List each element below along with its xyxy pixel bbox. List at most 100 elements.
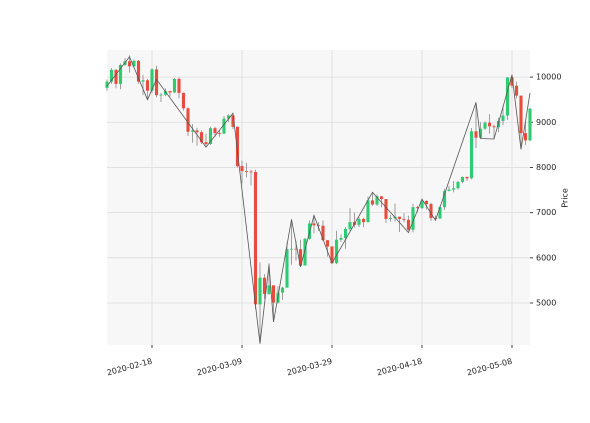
zigzag-line <box>106 55 531 344</box>
candle-body <box>141 80 145 82</box>
candle-body <box>397 216 402 219</box>
candle-body <box>492 126 496 128</box>
candle-body <box>136 60 141 82</box>
candle-body <box>411 207 415 230</box>
candle-body <box>280 287 285 293</box>
candle-body <box>118 64 123 84</box>
candle-body <box>127 61 132 67</box>
candle-body <box>231 115 235 127</box>
candle-body <box>334 239 339 264</box>
plot-area <box>107 50 530 345</box>
candle-body <box>510 77 514 86</box>
candle-body <box>519 95 523 134</box>
candle-body <box>321 225 325 241</box>
candle-body <box>442 190 447 208</box>
candle-body <box>469 131 474 179</box>
candle-body <box>267 285 271 294</box>
candle-body <box>460 176 465 182</box>
candle-body <box>438 207 442 219</box>
candle-body <box>222 118 226 134</box>
x-tick-label: 2020-04-18 <box>376 357 423 378</box>
candle-body <box>163 91 168 95</box>
candle-body <box>204 142 208 144</box>
candle-body <box>487 122 492 127</box>
candle-body <box>172 78 177 93</box>
candle-body <box>262 277 267 294</box>
y-tick-label: 9000 <box>536 118 556 127</box>
candle-body <box>357 218 361 225</box>
candle-body <box>226 115 231 119</box>
candle-body <box>186 108 190 132</box>
candle-body <box>429 204 433 219</box>
candle-body <box>343 228 348 238</box>
y-tick-label: 6000 <box>536 253 556 262</box>
candle-body <box>114 69 118 84</box>
candle-body <box>150 69 154 91</box>
candle-body <box>361 218 366 223</box>
candle-body <box>514 85 519 96</box>
candle-body <box>249 171 253 173</box>
candle-body <box>379 196 384 200</box>
candle-body <box>366 200 370 223</box>
candle-body <box>348 222 352 229</box>
x-tick-label: 2020-02-18 <box>106 357 153 378</box>
candle-body <box>456 181 460 189</box>
candle-body <box>478 128 483 138</box>
candle-body <box>528 108 532 141</box>
candle-body <box>145 80 150 91</box>
candle-body <box>388 218 393 219</box>
candle-body <box>501 115 505 121</box>
candle-body <box>298 249 303 266</box>
candle-body <box>384 199 388 219</box>
candle-body <box>420 200 424 209</box>
candle-body <box>181 92 186 109</box>
candle-body <box>474 131 478 138</box>
candle-body <box>330 246 334 264</box>
x-tick-label: 2020-05-08 <box>466 357 513 378</box>
candle-body <box>109 69 114 82</box>
y-tick-label: 5000 <box>536 298 556 307</box>
candle-body <box>483 122 487 129</box>
candle-body <box>316 225 321 227</box>
candle-body <box>244 171 249 172</box>
x-tick-label: 2020-03-09 <box>196 357 243 378</box>
candle-body <box>447 189 451 191</box>
candle-body <box>195 130 199 133</box>
y-tick-label: 10000 <box>536 73 561 82</box>
candle-body <box>424 200 429 205</box>
candle-body <box>325 240 330 247</box>
x-tick-label: 2020-03-29 <box>286 357 333 378</box>
candle-body <box>235 126 240 167</box>
candle-body <box>523 133 528 141</box>
candle-body <box>258 277 262 305</box>
candle-body <box>285 249 289 288</box>
candle-body <box>303 238 307 266</box>
candle-body <box>294 248 298 250</box>
candle-body <box>505 77 510 116</box>
candle-body <box>132 60 136 67</box>
candle-body <box>465 176 469 179</box>
candle-body <box>370 200 375 205</box>
candle-body <box>415 207 420 209</box>
candle-body <box>199 132 204 143</box>
candle-body <box>190 130 195 132</box>
candle-body <box>402 218 406 220</box>
candle-body <box>177 78 181 93</box>
candle-body <box>253 171 258 305</box>
y-tick-label: 8000 <box>536 163 556 172</box>
candle-body <box>217 133 222 134</box>
candle-body <box>406 219 411 230</box>
candle-body <box>451 188 456 190</box>
candle-body <box>154 69 159 96</box>
candle-body <box>339 237 343 240</box>
candle-body <box>375 196 379 205</box>
candle-body <box>208 128 213 144</box>
candle-body <box>289 248 294 250</box>
candle-body <box>159 94 163 96</box>
candle-body <box>105 81 109 88</box>
candle-body <box>168 91 172 93</box>
candle-body <box>213 128 217 134</box>
candle-body <box>271 285 276 303</box>
